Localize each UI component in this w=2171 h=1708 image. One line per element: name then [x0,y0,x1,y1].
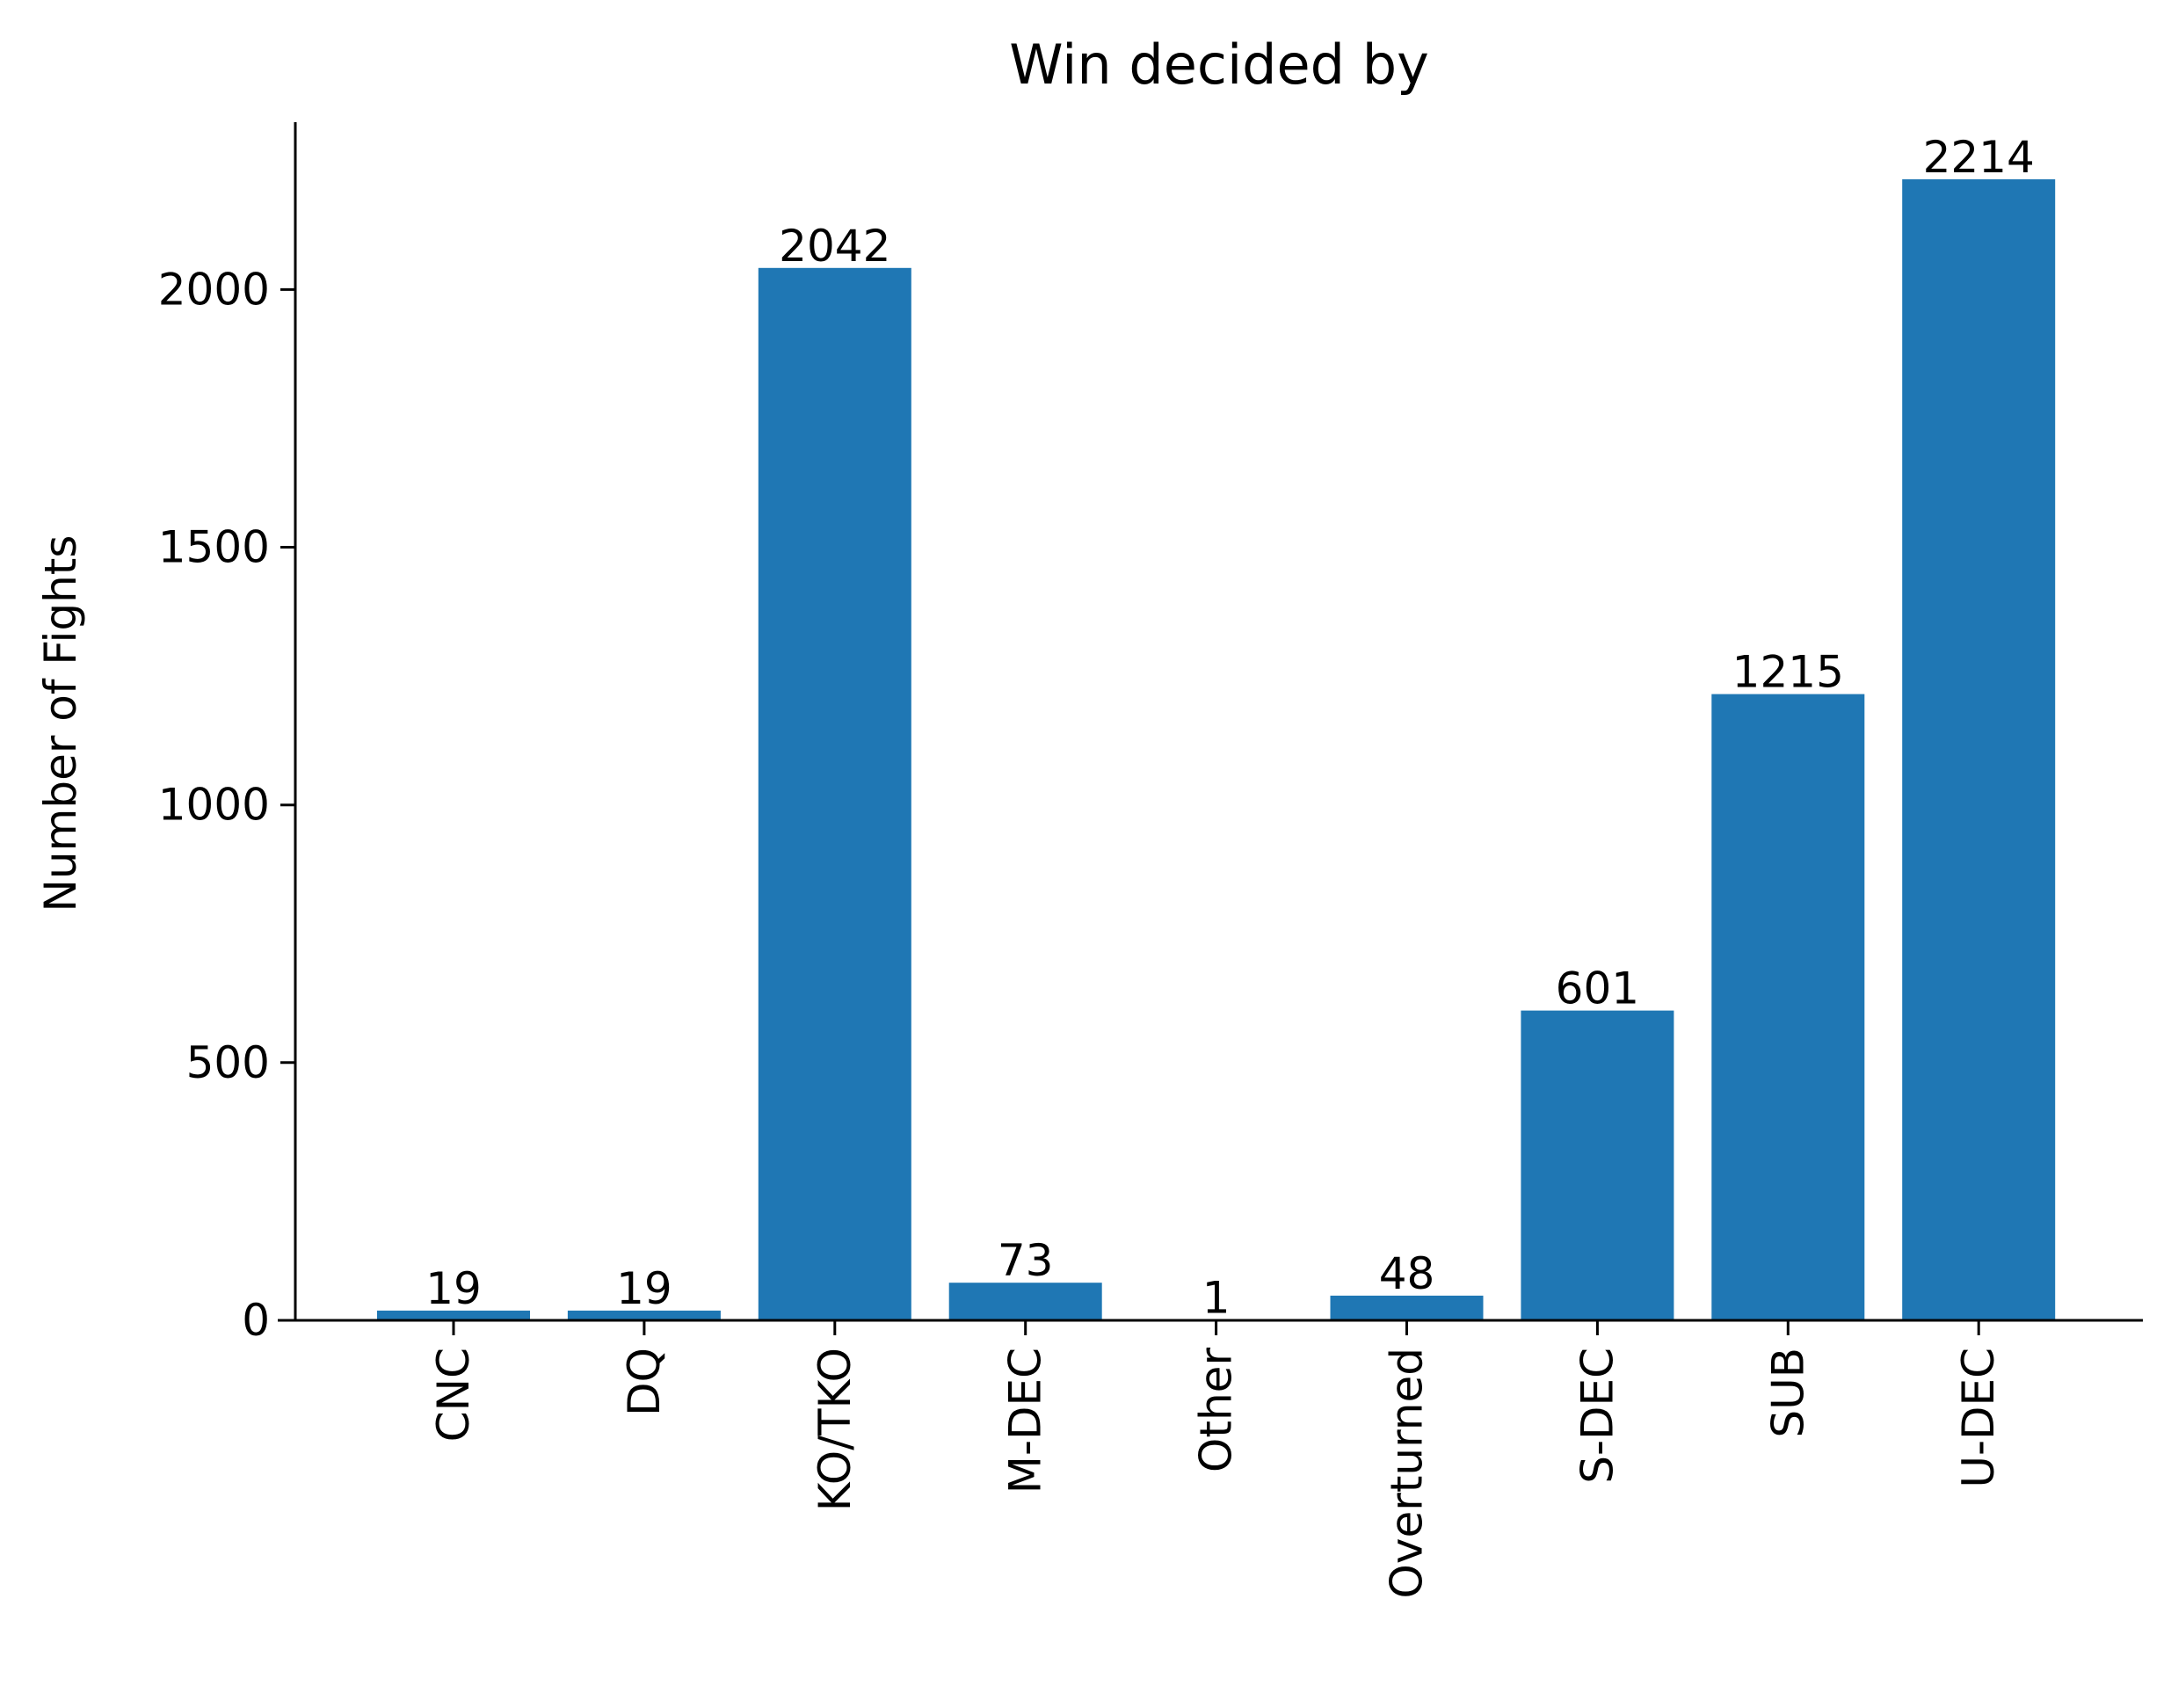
y-tick-label-0: 0 [242,1295,270,1346]
bar-m-dec [948,1283,1102,1320]
x-tick-label-dq: DQ [619,1348,670,1416]
data-label-m-dec: 73 [998,1235,1054,1286]
y-tick-label-1500: 1500 [158,522,270,573]
y-tick-label-500: 500 [186,1037,270,1088]
bar-s-dec [1521,1010,1674,1320]
x-tick-label-sub: SUB [1762,1348,1813,1438]
x-tick-label-m-dec: M-DEC [1000,1348,1051,1494]
data-label-ko-tko: 2042 [779,221,890,272]
data-label-overturned: 48 [1379,1248,1435,1299]
data-label-s-dec: 601 [1556,963,1639,1014]
x-tick-label-s-dec: S-DEC [1572,1348,1623,1484]
data-label-dq: 19 [616,1263,672,1314]
bar-sub [1711,694,1865,1320]
x-tick-label-overturned: Overturned [1382,1348,1433,1598]
x-tick-label-ko-tko: KO/TKO [810,1348,860,1511]
bar-cnc [377,1310,530,1320]
data-label-cnc: 19 [425,1263,482,1314]
x-axis: CNC DQ KO/TKO M-DEC Other Overturned S-DEC SUB U… [428,1320,2004,1598]
y-axis-label: Number of Fights [35,535,86,912]
x-tick-label-u-dec: U-DEC [1953,1348,2004,1488]
y-tick-label-1000: 1000 [158,780,270,831]
data-label-sub: 1215 [1732,647,1844,698]
bar-ko-tko [758,267,911,1320]
chart-title: Win decided by [1009,33,1429,97]
data-label-u-dec: 2214 [1923,132,2035,183]
y-axis: 0 500 1000 1500 2000 [158,264,295,1346]
bars-group [377,178,2056,1320]
y-tick-label-2000: 2000 [158,264,270,315]
bar-u-dec [1902,178,2056,1320]
bar-overturned [1330,1295,1484,1320]
data-label-other: 1 [1202,1272,1231,1323]
x-tick-label-other: Other [1191,1348,1242,1472]
bar-dq [567,1310,721,1320]
x-tick-label-cnc: CNC [428,1348,479,1442]
data-labels-group: 19 19 2042 73 1 48 601 1215 2214 [425,132,2035,1324]
